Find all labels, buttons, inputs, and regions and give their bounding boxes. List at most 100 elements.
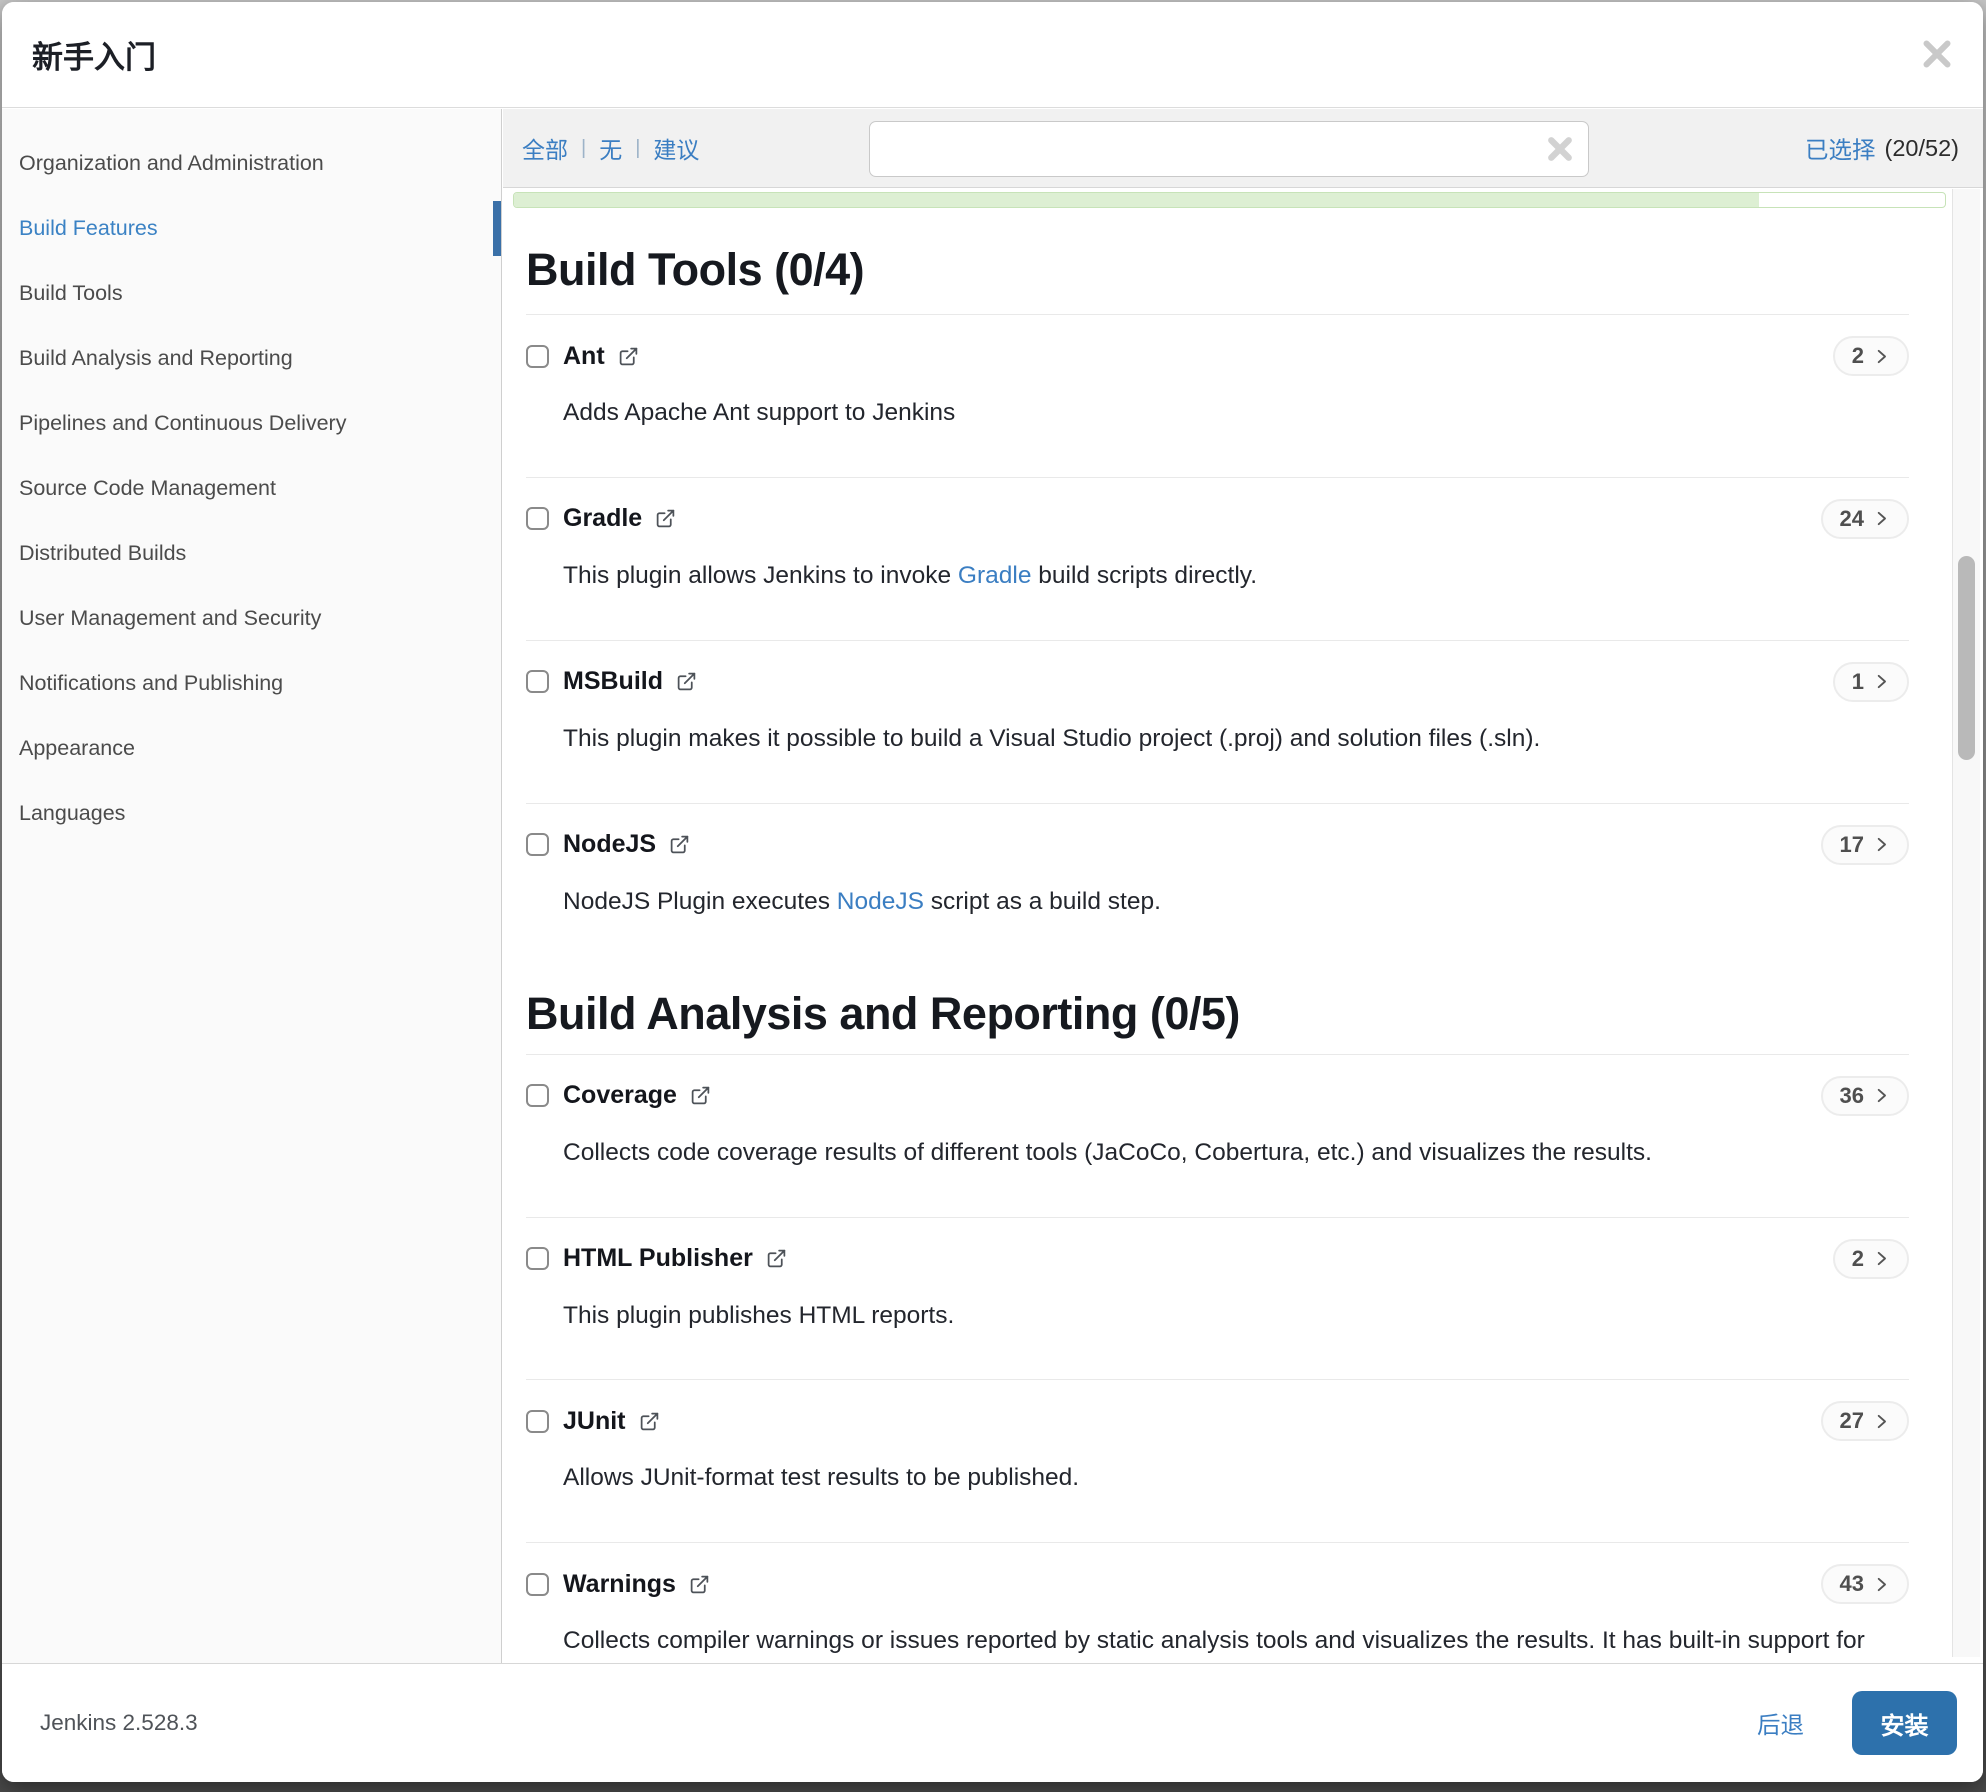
plugin-checkbox[interactable] [526,833,549,857]
description-text: This plugin allows Jenkins to invoke [563,561,958,589]
description-text: Collects code coverage results of differ… [563,1138,1652,1166]
sidebar-item-notifications-and-publishing[interactable]: Notifications and Publishing [2,651,501,716]
section-heading-build-analysis-and-reporting-0-5: Build Analysis and Reporting (0/5) [526,987,1240,1039]
plugin-row-nodejs: NodeJS 17 NodeJS Plugin executes NodeJS sc… [526,802,1909,952]
chevron-right-icon [1873,1576,1890,1593]
external-link-icon[interactable] [618,346,639,367]
plugin-description: Adds Apache Ant support to Jenkins [563,393,1903,434]
filter-all-link[interactable]: 全部 [522,137,568,163]
plugin-list-pane: Build Tools (0/4) Ant 2 Adds Apache Ant sup… [503,189,1957,1663]
plugin-name: Coverage [563,1081,677,1110]
dependency-count-badge[interactable]: 1 [1832,661,1909,702]
search-input[interactable] [869,121,1589,177]
scrollbar-thumb[interactable] [1958,556,1975,760]
selected-count: (20/52) [1884,134,1959,161]
external-link-icon[interactable] [655,508,676,529]
description-link[interactable]: Gradle [957,561,1032,589]
description-link[interactable]: NodeJS [836,887,924,915]
chevron-right-icon [1873,1087,1890,1104]
chevron-right-icon [1873,510,1890,527]
sidebar-item-label: Pipelines and Continuous Delivery [19,411,347,435]
filter-none-link[interactable]: 无 [599,137,623,163]
external-link-icon[interactable] [669,834,690,855]
section-heading-build-tools-0-4: Build Tools (0/4) [526,244,865,295]
plugin-description: NodeJS Plugin executes NodeJS script as … [563,882,1903,923]
plugin-row-head: JUnit 27 [526,1401,1909,1442]
plugin-name: HTML Publisher [563,1244,753,1273]
sidebar-item-appearance[interactable]: Appearance [2,716,501,781]
sidebar-item-build-tools[interactable]: Build Tools [2,261,501,326]
plugin-toolbar: 全部 | 无 | 建议 已选择 (20/52) [503,109,1983,188]
description-text: Adds Apache Ant support to Jenkins [563,399,956,426]
plugin-row-warnings: Warnings 43 Collects compiler warnings or … [526,1542,1909,1663]
filter-suggested-link[interactable]: 建议 [653,137,700,163]
sidebar-item-organization-and-administration[interactable]: Organization and Administration [2,131,501,196]
plugin-row-head: MSBuild 1 [526,661,1909,702]
dependency-count-badge[interactable]: 36 [1820,1075,1909,1116]
dependency-count-badge[interactable]: 2 [1832,336,1909,376]
dependency-count: 27 [1839,1408,1864,1434]
plugin-checkbox[interactable] [526,670,549,694]
sidebar-item-label: Distributed Builds [19,541,187,565]
dependency-count-badge[interactable]: 2 [1832,1238,1909,1279]
sidebar-item-languages[interactable]: Languages [2,781,501,846]
plugin-checkbox[interactable] [526,1247,549,1271]
external-link-icon[interactable] [676,671,697,692]
selected-link[interactable]: 已选择 [1805,137,1876,163]
description-text: script as a build step. [923,887,1161,915]
dependency-count: 43 [1839,1571,1864,1597]
plugin-row-head: Ant 2 [526,336,1909,376]
plugin-row-coverage: Coverage 36 Collects code coverage results… [526,1053,1909,1203]
sidebar-item-source-code-management[interactable]: Source Code Management [2,456,501,521]
chevron-right-icon [1873,1413,1890,1430]
dependency-count-badge[interactable]: 24 [1820,498,1909,539]
plugin-row-head: Gradle 24 [526,498,1909,539]
external-link-icon[interactable] [639,1411,660,1432]
chevron-right-icon [1873,348,1890,365]
plugin-name: JUnit [563,1406,626,1435]
progress-bar-fill [514,193,1759,207]
scrollbar[interactable] [1952,189,1980,1657]
plugin-description: This plugin allows Jenkins to invoke Gra… [563,556,1903,597]
category-sidebar: Organization and Administration Build Fea… [2,109,502,1663]
plugin-description: Allows JUnit-format test results to be p… [563,1458,1903,1499]
sidebar-item-build-analysis-and-reporting[interactable]: Build Analysis and Reporting [2,326,501,391]
sidebar-item-distributed-builds[interactable]: Distributed Builds [2,521,501,586]
clear-search-icon[interactable] [1545,134,1575,164]
jenkins-version: Jenkins 2.528.3 [40,1710,198,1735]
dependency-count: 2 [1851,343,1864,368]
plugin-checkbox[interactable] [526,344,549,368]
sidebar-item-build-features[interactable]: Build Features [2,196,501,261]
description-text: This plugin publishes HTML reports. [563,1301,955,1329]
search-field-wrap [869,121,1589,177]
external-link-icon[interactable] [766,1248,787,1269]
dialog-title: 新手入门 [32,40,156,75]
sidebar-item-user-management-and-security[interactable]: User Management and Security [2,586,501,651]
chevron-right-icon [1873,836,1890,853]
back-button[interactable]: 后退 [1757,1712,1804,1738]
plugin-checkbox[interactable] [526,507,549,531]
install-button[interactable]: 安装 [1852,1691,1957,1755]
sidebar-item-label: Build Tools [19,281,123,305]
dependency-count-badge[interactable]: 17 [1820,824,1909,865]
description-text: Collects compiler warnings or issues rep… [563,1627,1865,1655]
dependency-count: 24 [1839,505,1864,531]
dependency-count-badge[interactable]: 43 [1820,1564,1909,1605]
description-text: build scripts directly. [1031,561,1258,589]
sidebar-item-pipelines-and-continuous-delivery[interactable]: Pipelines and Continuous Delivery [2,391,501,456]
external-link-icon[interactable] [690,1085,711,1106]
dependency-count-badge[interactable]: 27 [1820,1401,1909,1442]
dependency-count: 1 [1851,668,1864,694]
plugin-checkbox[interactable] [526,1409,549,1433]
plugin-description: This plugin publishes HTML reports. [563,1296,1903,1337]
plugin-checkbox[interactable] [526,1572,549,1596]
sidebar-item-label: Source Code Management [19,476,276,500]
plugin-checkbox[interactable] [526,1084,549,1108]
dependency-count: 2 [1851,1245,1864,1271]
plugin-row-head: NodeJS 17 [526,824,1909,865]
close-icon[interactable] [1919,36,1955,72]
plugin-row-head: Coverage 36 [526,1075,1909,1116]
plugin-sections: Build Tools (0/4) Ant 2 Adds Apache Ant sup… [503,244,1957,1663]
external-link-icon[interactable] [689,1574,710,1595]
filter-links: 全部 | 无 | 建议 [522,109,699,187]
